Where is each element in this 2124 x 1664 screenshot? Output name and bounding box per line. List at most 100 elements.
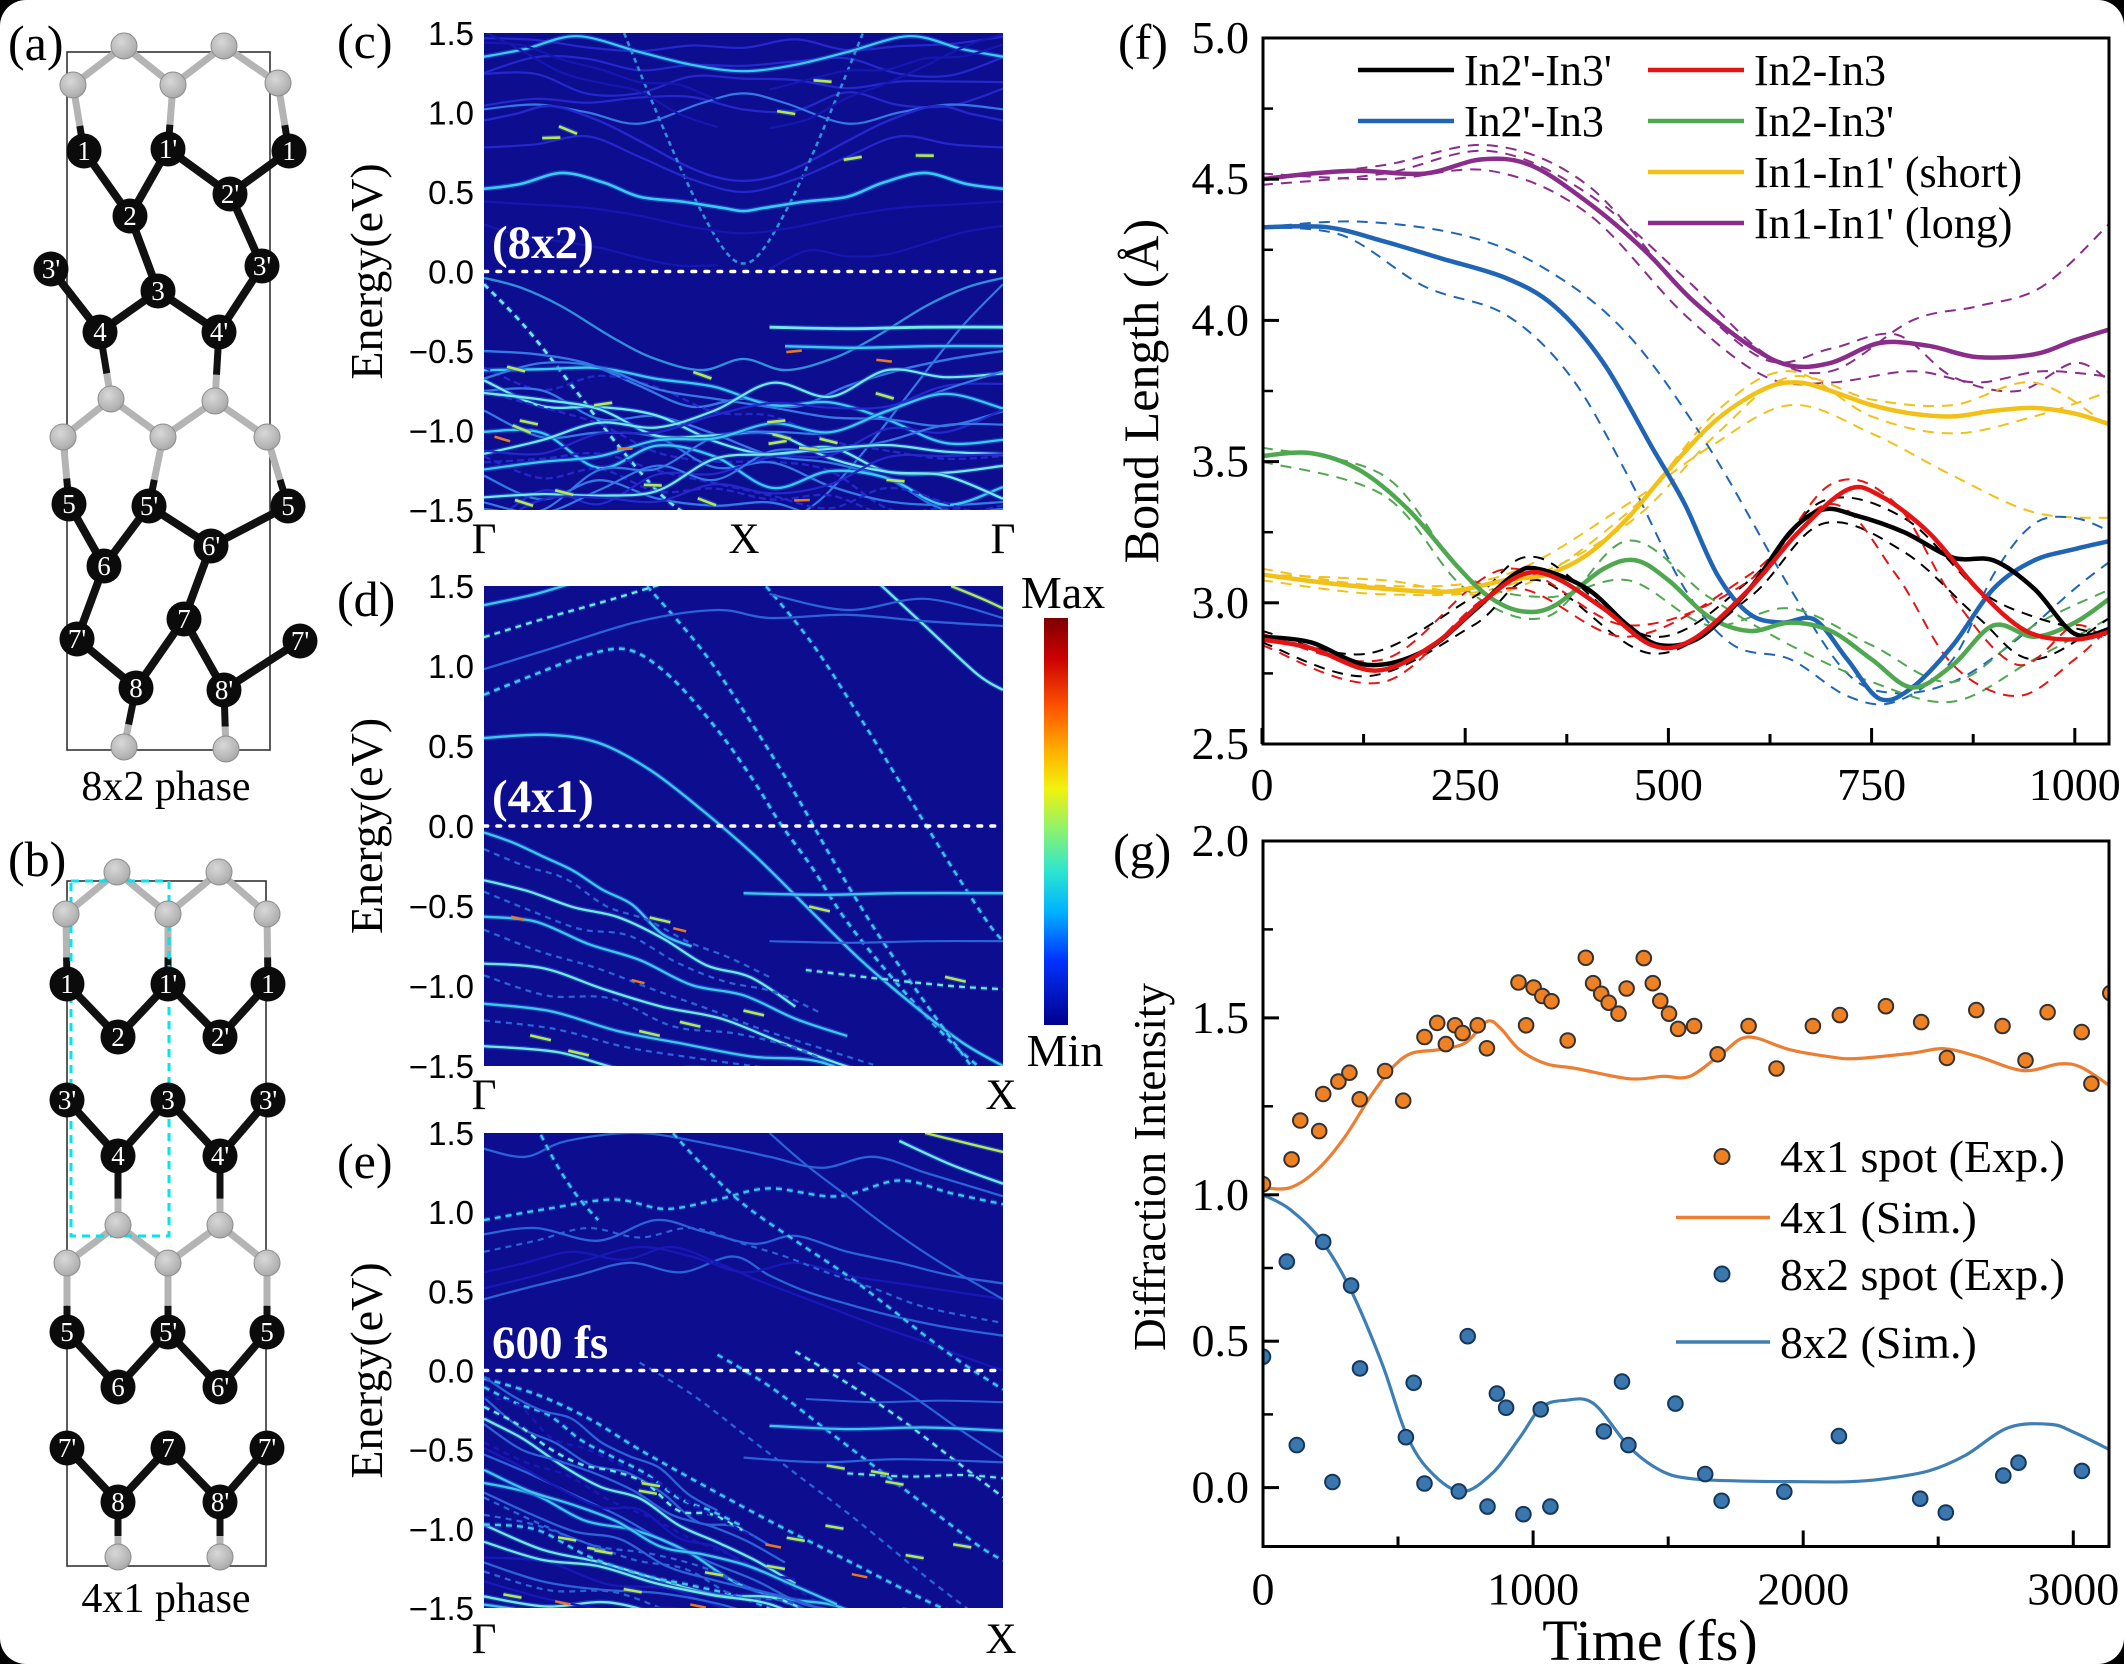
- svg-text:5': 5': [159, 1317, 177, 1347]
- svg-text:(d): (d): [337, 571, 395, 627]
- svg-text:Energy(eV): Energy(eV): [341, 718, 392, 934]
- svg-text:4': 4': [211, 1141, 229, 1171]
- svg-text:0.5: 0.5: [428, 728, 474, 765]
- svg-text:8x2 spot (Exp.): 8x2 spot (Exp.): [1780, 1249, 2065, 1300]
- svg-text:6': 6': [202, 531, 220, 561]
- svg-text:Min: Min: [1027, 1025, 1104, 1076]
- svg-text:0.0: 0.0: [428, 808, 474, 845]
- svg-text:5: 5: [260, 1317, 274, 1347]
- svg-text:1: 1: [282, 136, 296, 166]
- svg-text:2: 2: [111, 1022, 125, 1052]
- svg-text:2.5: 2.5: [1192, 718, 1250, 769]
- svg-text:Energy(eV): Energy(eV): [341, 1262, 392, 1478]
- svg-text:500: 500: [1634, 759, 1703, 810]
- svg-text:6: 6: [97, 551, 111, 581]
- svg-text:6': 6': [211, 1372, 229, 1402]
- svg-text:1000: 1000: [1487, 1564, 1579, 1615]
- svg-text:(a): (a): [8, 15, 64, 71]
- svg-text:3': 3': [42, 254, 60, 284]
- svg-text:−1.0: −1.0: [409, 1511, 474, 1548]
- svg-text:0.5: 0.5: [1192, 1315, 1250, 1366]
- svg-text:3': 3': [253, 251, 271, 281]
- svg-text:3': 3': [259, 1085, 277, 1115]
- svg-text:2: 2: [123, 201, 137, 231]
- svg-text:1.5: 1.5: [428, 15, 474, 52]
- svg-text:(8x2): (8x2): [492, 217, 594, 269]
- svg-text:0.5: 0.5: [428, 174, 474, 211]
- svg-text:1.0: 1.0: [428, 1194, 474, 1231]
- svg-text:Time (fs): Time (fs): [1542, 1608, 1757, 1664]
- svg-text:(4x1): (4x1): [492, 771, 594, 823]
- svg-text:0.0: 0.0: [428, 254, 474, 291]
- svg-text:4: 4: [111, 1141, 125, 1171]
- svg-text:3.5: 3.5: [1192, 436, 1250, 487]
- svg-text:1': 1': [159, 969, 177, 999]
- svg-text:−1.0: −1.0: [409, 413, 474, 450]
- svg-text:−0.5: −0.5: [409, 333, 474, 370]
- svg-text:8: 8: [111, 1487, 125, 1517]
- svg-text:1.0: 1.0: [1192, 1169, 1250, 1220]
- svg-text:0: 0: [1252, 1564, 1275, 1615]
- svg-text:X: X: [728, 516, 759, 563]
- svg-text:(e): (e): [337, 1133, 393, 1189]
- svg-text:Γ: Γ: [472, 1072, 497, 1119]
- svg-text:2.0: 2.0: [1192, 815, 1250, 866]
- svg-text:7': 7': [258, 1433, 276, 1463]
- svg-text:In1-In1' (short): In1-In1' (short): [1754, 148, 2022, 197]
- svg-text:X: X: [985, 1072, 1016, 1119]
- svg-text:3: 3: [161, 1085, 175, 1115]
- svg-text:5: 5: [62, 489, 76, 519]
- svg-text:In2'-In3': In2'-In3': [1464, 46, 1612, 95]
- svg-text:4x1 spot (Exp.): 4x1 spot (Exp.): [1780, 1131, 2065, 1182]
- svg-text:4': 4': [210, 317, 228, 347]
- svg-text:5: 5: [281, 491, 295, 521]
- svg-text:8x2 (Sim.): 8x2 (Sim.): [1780, 1317, 1977, 1368]
- svg-text:Energy(eV): Energy(eV): [341, 163, 392, 379]
- svg-text:1000: 1000: [2029, 759, 2121, 810]
- svg-text:7': 7': [291, 626, 309, 656]
- svg-text:8x2 phase: 8x2 phase: [81, 764, 250, 810]
- svg-text:750: 750: [1837, 759, 1906, 810]
- svg-text:5: 5: [60, 1317, 74, 1347]
- svg-text:1.5: 1.5: [1192, 992, 1250, 1043]
- svg-text:Max: Max: [1021, 567, 1105, 618]
- svg-text:Γ: Γ: [991, 516, 1016, 563]
- svg-text:Γ: Γ: [472, 516, 497, 563]
- svg-text:0.0: 0.0: [1192, 1462, 1250, 1513]
- svg-text:In2'-In3: In2'-In3: [1464, 97, 1604, 146]
- svg-text:3: 3: [151, 276, 165, 306]
- svg-text:(b): (b): [8, 831, 66, 887]
- svg-text:−1.5: −1.5: [409, 492, 474, 529]
- svg-text:1: 1: [77, 136, 91, 166]
- svg-text:3': 3': [58, 1085, 76, 1115]
- svg-text:7': 7': [68, 624, 86, 654]
- svg-text:7: 7: [177, 604, 191, 634]
- svg-text:1.0: 1.0: [428, 648, 474, 685]
- svg-text:1.5: 1.5: [428, 1115, 474, 1152]
- svg-text:Bond Length (Å): Bond Length (Å): [1113, 219, 1169, 563]
- svg-text:−1.5: −1.5: [409, 1590, 474, 1627]
- svg-text:In2-In3': In2-In3': [1754, 97, 1894, 146]
- svg-text:3000: 3000: [2027, 1564, 2119, 1615]
- svg-text:0: 0: [1251, 759, 1274, 810]
- svg-text:4.0: 4.0: [1192, 294, 1250, 345]
- svg-text:In1-In1' (long): In1-In1' (long): [1754, 199, 2012, 248]
- svg-text:2': 2': [211, 1022, 229, 1052]
- svg-text:0.5: 0.5: [428, 1273, 474, 1310]
- svg-text:6: 6: [111, 1372, 125, 1402]
- svg-text:−0.5: −0.5: [409, 1432, 474, 1469]
- svg-text:8': 8': [211, 1487, 229, 1517]
- svg-text:Γ: Γ: [472, 1616, 497, 1663]
- svg-text:1: 1: [60, 969, 74, 999]
- svg-text:−1.0: −1.0: [409, 968, 474, 1005]
- svg-text:7: 7: [161, 1433, 175, 1463]
- svg-text:250: 250: [1431, 759, 1500, 810]
- svg-text:8': 8': [215, 675, 233, 705]
- svg-text:−1.5: −1.5: [409, 1048, 474, 1085]
- svg-text:4x1 phase: 4x1 phase: [81, 1576, 250, 1622]
- svg-text:4: 4: [93, 317, 107, 347]
- svg-text:Diffraction Intensity: Diffraction Intensity: [1125, 983, 1175, 1351]
- svg-text:7': 7': [58, 1433, 76, 1463]
- svg-text:5.0: 5.0: [1192, 12, 1250, 63]
- svg-text:1.0: 1.0: [428, 95, 474, 132]
